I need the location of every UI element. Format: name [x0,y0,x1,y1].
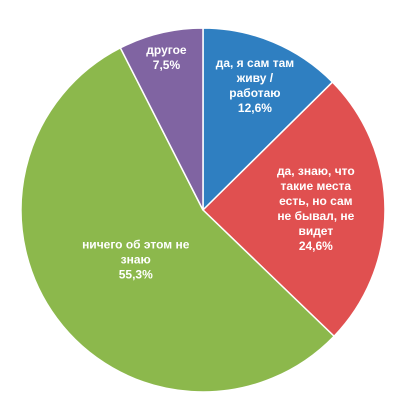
category-label: да, я сам там живу / работаю [215,55,295,100]
category-label: ничего об этом не знаю [82,237,190,267]
value-label: 55,3% [118,267,153,282]
category-label: другое [146,42,187,57]
pie-slice [201,81,386,338]
slice-label: да, я сам там живу / работаю 12,6% [214,56,296,116]
slice-label: другое 7,5% [136,43,196,73]
value-label: 7,5% [152,57,181,72]
value-label: 12,6% [237,100,272,115]
slice-label: да, знаю, что такие места есть, но сам н… [271,164,361,254]
category-label: да, знаю, что такие места есть, но сам н… [276,164,355,239]
value-label: 24,6% [298,239,333,254]
pie-slice [20,46,336,393]
slice-label: ничего об этом не знаю 55,3% [81,237,191,282]
pie-slice [119,27,204,211]
pie-slice [202,27,334,212]
